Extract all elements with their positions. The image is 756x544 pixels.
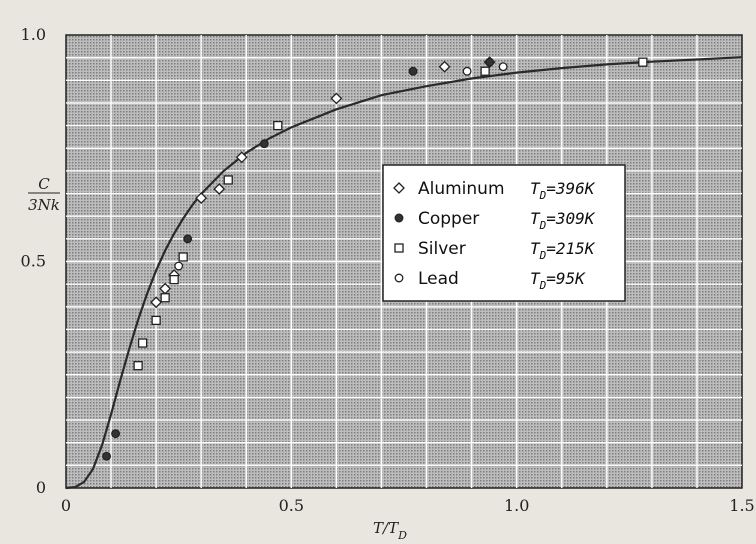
series-lead <box>174 62 508 271</box>
x-tick-label: 0 <box>61 496 71 515</box>
x-tick-label: 1.0 <box>504 496 529 515</box>
x-axis-label: T/TD <box>373 519 407 542</box>
marker-square <box>223 175 233 185</box>
marker-diamond <box>150 296 163 309</box>
marker-open-circle <box>394 273 404 283</box>
marker-diamond <box>438 60 451 73</box>
legend-label-lead: Lead <box>418 269 459 289</box>
data-points <box>102 56 648 461</box>
marker-filled-circle <box>485 57 495 67</box>
marker-square <box>480 66 490 76</box>
series-silver <box>133 57 648 371</box>
marker-square <box>160 293 170 303</box>
x-tick-label: 1.5 <box>729 496 754 515</box>
marker-diamond <box>330 92 343 105</box>
marker-filled-circle <box>408 66 418 76</box>
marker-square <box>151 315 161 326</box>
debye-curve <box>65 56 743 490</box>
legend-debye-temp-copper: TD=309K <box>530 209 596 232</box>
legend-debye-temp-lead: TD=95K <box>530 269 586 292</box>
legend-debye-temp-silver: TD=215K <box>530 239 596 262</box>
marker-square <box>169 274 179 285</box>
y-label-denominator: 3Nk <box>28 196 60 214</box>
y-tick-label: 0.5 <box>21 252 46 271</box>
y-tick-label: 1.0 <box>21 25 46 44</box>
marker-square <box>394 243 404 253</box>
y-label-numerator: C <box>38 175 50 193</box>
marker-square <box>273 120 283 131</box>
x-axis-label-main: T/T <box>373 519 399 537</box>
marker-filled-circle <box>102 451 112 461</box>
marker-square <box>137 338 148 348</box>
legend-label-aluminum: Aluminum <box>418 179 505 199</box>
marker-diamond <box>393 182 405 194</box>
marker-filled-circle <box>394 213 404 223</box>
legend-label-silver: Silver <box>418 239 466 259</box>
marker-diamond <box>213 183 226 195</box>
marker-filled-circle <box>111 429 121 439</box>
y-tick-label: 0 <box>36 478 46 497</box>
marker-square <box>133 361 143 371</box>
marker-open-circle <box>462 66 472 76</box>
marker-square <box>638 57 648 67</box>
marker-open-circle <box>498 62 508 72</box>
marker-filled-circle <box>259 139 269 149</box>
legend-debye-temp-aluminum: TD=396K <box>530 179 596 202</box>
marker-open-circle <box>174 261 184 271</box>
legend: Aluminum TD=396K Copper TD=309K Silver TD=215… <box>382 164 626 302</box>
legend-box <box>382 164 626 302</box>
series-copper <box>102 57 495 461</box>
legend-label-copper: Copper <box>418 209 479 229</box>
x-axis-label-sub: D <box>397 529 407 542</box>
marker-diamond <box>195 192 208 204</box>
x-tick-label: 0.5 <box>279 496 304 515</box>
axis-ticks: 0 0.5 1.0 1.5 0 0.5 1.0 <box>21 25 755 515</box>
marker-diamond <box>235 151 248 164</box>
marker-filled-circle <box>183 234 193 244</box>
marker-square <box>178 252 188 262</box>
